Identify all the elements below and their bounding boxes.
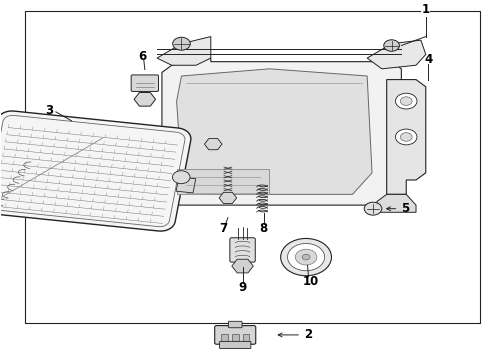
Text: 4: 4	[424, 53, 432, 66]
Polygon shape	[162, 58, 401, 205]
FancyBboxPatch shape	[131, 75, 159, 91]
Polygon shape	[157, 37, 211, 65]
Circle shape	[281, 238, 331, 276]
Text: 8: 8	[259, 222, 268, 235]
Text: 2: 2	[304, 328, 312, 341]
Circle shape	[400, 133, 412, 141]
Circle shape	[172, 171, 190, 184]
Circle shape	[384, 40, 399, 51]
Bar	[232, 334, 239, 341]
Polygon shape	[176, 69, 372, 194]
Text: 10: 10	[303, 275, 319, 288]
Circle shape	[400, 97, 412, 105]
Circle shape	[364, 202, 382, 215]
Polygon shape	[387, 80, 426, 194]
Bar	[25, 12, 480, 323]
FancyBboxPatch shape	[215, 325, 256, 344]
FancyBboxPatch shape	[230, 238, 255, 262]
Bar	[221, 334, 228, 341]
Polygon shape	[176, 177, 196, 193]
Circle shape	[172, 37, 190, 50]
Polygon shape	[0, 111, 191, 231]
Polygon shape	[367, 40, 426, 69]
Polygon shape	[377, 194, 416, 212]
Polygon shape	[176, 169, 270, 194]
Text: 5: 5	[401, 202, 410, 215]
Text: 1: 1	[422, 3, 430, 16]
Circle shape	[395, 93, 417, 109]
FancyBboxPatch shape	[228, 321, 242, 328]
Bar	[243, 334, 249, 341]
Circle shape	[395, 129, 417, 145]
Text: 9: 9	[239, 281, 246, 294]
Text: 3: 3	[46, 104, 53, 117]
Circle shape	[288, 243, 325, 271]
FancyBboxPatch shape	[220, 341, 251, 348]
Text: 6: 6	[138, 50, 147, 63]
Text: 7: 7	[219, 222, 227, 235]
Circle shape	[302, 254, 310, 260]
Circle shape	[295, 249, 317, 265]
